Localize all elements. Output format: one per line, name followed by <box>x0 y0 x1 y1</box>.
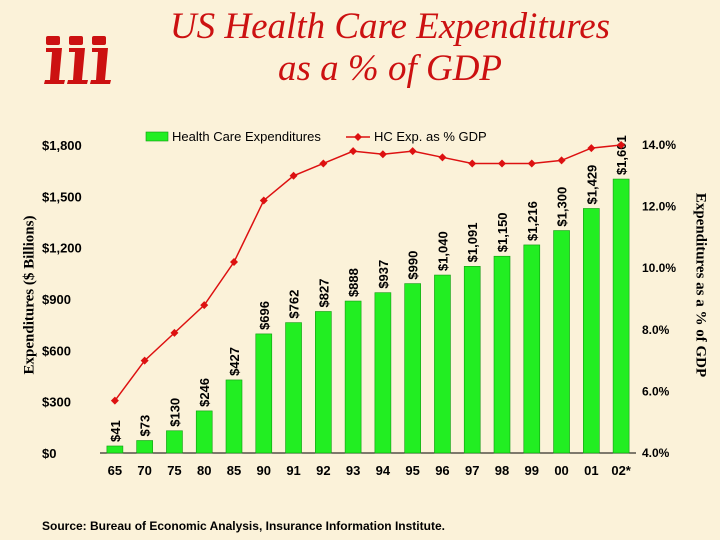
bar <box>583 208 600 454</box>
bar <box>136 440 153 454</box>
bar <box>344 300 362 454</box>
x-tick-label: 75 <box>167 463 181 478</box>
y2-tick-label: 6.0% <box>642 384 670 398</box>
bar-value-label: $1,300 <box>555 187 570 227</box>
bar <box>612 178 630 454</box>
legend-bar-swatch <box>145 131 169 142</box>
legend-label-gdp: HC Exp. as % GDP <box>374 129 487 144</box>
x-tick-label: 85 <box>227 463 241 478</box>
bar-value-label: $130 <box>167 398 182 427</box>
bar <box>463 266 481 454</box>
line-point <box>527 159 536 168</box>
bar-value-label: $1,601 <box>614 135 629 175</box>
line-point <box>438 153 447 162</box>
title-line-1: US Health Care Expenditures <box>169 6 611 47</box>
bar <box>523 244 541 454</box>
gdp-percent-line <box>114 144 622 402</box>
bar <box>434 274 451 454</box>
line-point <box>587 144 596 153</box>
bar-value-label: $1,091 <box>465 223 480 263</box>
y-tick-label: $1,200 <box>42 241 82 256</box>
line-point <box>140 356 149 365</box>
bar-value-label: $1,150 <box>495 212 510 252</box>
source-note: Source: Bureau of Economic Analysis, Ins… <box>42 519 445 533</box>
x-tick-label: 92 <box>316 463 330 478</box>
x-tick-label: 98 <box>495 463 509 478</box>
iii-logo <box>44 36 111 84</box>
y-tick-label: $0 <box>42 446 56 461</box>
y-tick-label: $600 <box>42 343 71 358</box>
x-tick-label: 90 <box>257 463 271 478</box>
line-point <box>349 147 358 156</box>
line-point <box>289 171 298 180</box>
line-point <box>408 147 417 156</box>
bar <box>374 292 392 454</box>
bar-value-label: $937 <box>376 260 391 289</box>
x-tick-label: 01 <box>584 463 598 478</box>
bar-value-label: $246 <box>197 378 212 407</box>
bar-value-label: $696 <box>257 301 272 330</box>
bar <box>285 322 302 454</box>
y2-tick-label: 10.0% <box>642 261 676 275</box>
bar-value-label: $990 <box>406 251 421 280</box>
legend-line-marker <box>354 133 362 141</box>
y-tick-label: $900 <box>42 292 71 307</box>
bar <box>225 379 243 454</box>
line-point <box>617 141 626 149</box>
y2-tick-label: 14.0% <box>642 138 676 152</box>
page-title: US Health Care Expenditures as a % of GD… <box>120 6 660 90</box>
line-point <box>319 159 328 168</box>
bar-value-label: $1,429 <box>584 165 599 205</box>
x-tick-label: 80 <box>197 463 211 478</box>
line-point <box>259 196 268 205</box>
y-tick-label: $1,500 <box>42 189 82 204</box>
x-tick-label: 70 <box>137 463 151 478</box>
legend-label-expenditures: Health Care Expenditures <box>172 129 321 144</box>
x-tick-label: 93 <box>346 463 360 478</box>
x-tick-label: 96 <box>435 463 449 478</box>
bar-value-label: $827 <box>316 279 331 308</box>
y2-tick-label: 4.0% <box>642 446 670 460</box>
x-tick-label: 94 <box>376 463 391 478</box>
bar <box>166 430 183 454</box>
bar <box>315 311 332 454</box>
line-point <box>230 258 238 267</box>
x-tick-label: 00 <box>554 463 568 478</box>
bar-value-label: $41 <box>108 420 123 442</box>
bar-value-label: $1,216 <box>525 201 540 241</box>
title-line-2: as a % of GDP <box>277 48 503 89</box>
x-tick-label: 95 <box>405 463 419 478</box>
y-tick-label: $1,800 <box>42 138 82 153</box>
line-point <box>378 150 387 159</box>
x-tick-label: 91 <box>286 463 300 478</box>
bar-value-label: $762 <box>287 290 302 319</box>
line-point <box>468 159 477 168</box>
bar <box>195 410 213 454</box>
bar-value-label: $427 <box>227 347 242 376</box>
x-tick-label: 02* <box>611 463 631 478</box>
line-point <box>557 156 566 165</box>
y2-tick-label: 12.0% <box>642 200 676 214</box>
line-point <box>170 328 179 337</box>
bar-value-label: $888 <box>346 268 361 297</box>
x-tick-label: 97 <box>465 463 479 478</box>
bar-value-label: $1,040 <box>435 231 450 271</box>
x-tick-label: 65 <box>108 463 122 478</box>
bar <box>493 255 511 454</box>
line-point <box>200 301 209 310</box>
bar <box>553 230 570 454</box>
line-point <box>498 159 506 168</box>
y2-tick-label: 8.0% <box>642 323 670 337</box>
x-tick-label: 99 <box>525 463 539 478</box>
line-point <box>110 396 119 405</box>
bar-value-label: $73 <box>138 415 153 437</box>
bar <box>106 445 124 454</box>
y-tick-label: $300 <box>42 395 71 410</box>
bar <box>255 333 273 454</box>
bar <box>404 283 421 454</box>
